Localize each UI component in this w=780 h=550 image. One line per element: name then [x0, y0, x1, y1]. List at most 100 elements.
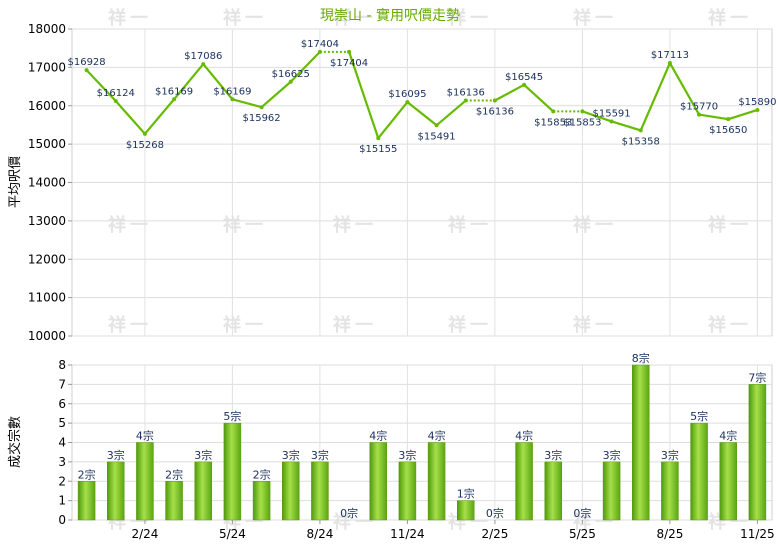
- price-point: [317, 49, 322, 54]
- volume-bar: [136, 442, 154, 521]
- price-data-label: $15491: [417, 131, 455, 142]
- watermark-text: 祥一: [333, 511, 377, 533]
- price-data-label: $15890: [738, 97, 776, 108]
- price-data-label: $15268: [126, 140, 164, 151]
- price-line-segment: [144, 98, 175, 135]
- price-data-label: $15650: [709, 125, 747, 136]
- volume-bar-label: 3宗: [194, 448, 212, 462]
- price-point: [376, 136, 381, 141]
- price-data-label: $16928: [67, 57, 105, 68]
- volume-bar: [252, 481, 271, 521]
- price-line-segment: [348, 51, 380, 139]
- volume-bar: [223, 422, 242, 521]
- volume-bar: [77, 481, 96, 521]
- price-line-segment: [668, 62, 701, 116]
- watermark-text: 祥一: [333, 214, 377, 236]
- x-tick-label: 8/25: [656, 527, 683, 541]
- price-points: [84, 49, 760, 141]
- watermark-text: 祥一: [573, 314, 617, 336]
- volume-bar-label: 0宗: [573, 506, 591, 520]
- x-tick-label: 5/25: [569, 527, 596, 541]
- watermark-text: 祥一: [333, 314, 377, 336]
- price-point: [113, 98, 118, 103]
- price-line-segment: [582, 110, 612, 123]
- volume-bar: [544, 461, 562, 521]
- volume-y-axis-label: 成交宗數: [7, 416, 23, 468]
- volume-y-tick-label: 4: [58, 436, 66, 450]
- price-y-tick-label: 17000: [28, 60, 66, 74]
- price-series-line: [85, 50, 758, 139]
- price-chart: 10000 11000 12000 13000 14000 15000 16000 17000…: [8, 22, 777, 343]
- volume-bar-label: 3宗: [311, 448, 329, 462]
- price-y-tick-label: 13000: [28, 214, 66, 228]
- watermark-text: 祥一: [708, 314, 752, 336]
- price-line-segment: [232, 98, 262, 109]
- price-point: [551, 109, 556, 114]
- volume-y-tick-label: 5: [58, 416, 66, 430]
- volume-bar-label: 4宗: [719, 429, 737, 443]
- chart-title: 現崇山 - 實用呎價走勢: [320, 7, 460, 24]
- x-tick-label: 11/24: [390, 527, 425, 541]
- price-line-segment: [727, 108, 758, 121]
- volume-y-tick-label: 3: [58, 455, 66, 469]
- price-line-segment: [173, 63, 205, 100]
- volume-y-tick-label: 8: [58, 358, 66, 372]
- watermark-text: 祥一: [708, 7, 752, 29]
- price-y-tick-label: 18000: [28, 22, 66, 36]
- price-data-label: $16545: [505, 72, 543, 83]
- volume-bar-labels: 2宗 3宗 4宗 2宗 3宗 5宗 2宗 3宗 3宗 0宗 4宗 3宗 4宗 1宗 0宗 4宗 3宗 0宗 3宗 8宗…: [78, 351, 767, 520]
- volume-bar-label: 4宗: [428, 429, 446, 443]
- price-point: [522, 82, 527, 87]
- watermark-text: 祥一: [108, 7, 152, 29]
- watermark-text: 祥一: [448, 314, 492, 336]
- price-data-label: $15853: [563, 117, 601, 128]
- price-data-label: $17404: [301, 39, 339, 50]
- price-line-segment: [523, 84, 554, 113]
- volume-bar: [515, 442, 533, 521]
- volume-y-tick-label: 0: [58, 513, 66, 527]
- price-y-tick-label: 10000: [28, 329, 66, 343]
- price-point: [230, 97, 235, 102]
- watermark-text: 祥一: [333, 7, 377, 29]
- price-data-label: $15962: [242, 113, 280, 124]
- volume-bar: [719, 442, 737, 521]
- price-data-label: $16169: [213, 86, 251, 97]
- volume-bar: [194, 461, 212, 521]
- price-line-segment: [289, 51, 321, 83]
- volume-bar: [311, 461, 329, 521]
- price-y-tick-label: 12000: [28, 252, 66, 266]
- price-line-segment: [698, 113, 729, 121]
- volume-y-tick-label: 7: [58, 377, 66, 391]
- price-point: [259, 105, 264, 110]
- volume-bar-label: 0宗: [340, 506, 358, 520]
- price-point: [638, 128, 643, 133]
- price-y-axis-label: 平均呎價: [8, 156, 23, 208]
- price-line-segment: [202, 63, 234, 100]
- volume-bar-label: 2宗: [253, 467, 271, 481]
- volume-bar-label: 3宗: [398, 448, 416, 462]
- x-tick-label: 11/25: [740, 527, 775, 541]
- price-data-label: $16095: [388, 89, 426, 100]
- price-point: [463, 98, 468, 103]
- price-point: [755, 107, 760, 112]
- volume-bar: [748, 384, 767, 521]
- volume-bar: [690, 422, 708, 521]
- price-point: [697, 112, 702, 117]
- price-line-segment: [377, 101, 409, 139]
- x-tick-label: 2/25: [481, 527, 508, 541]
- volume-bar-label: 2宗: [165, 467, 183, 481]
- watermark-text: 祥一: [708, 214, 752, 236]
- volume-y-ticks: 0 1 2 3 4 5 6 7 8: [58, 358, 72, 527]
- price-line-segment: [406, 101, 438, 127]
- price-point: [347, 49, 352, 54]
- price-point: [201, 62, 206, 67]
- volume-bar: [661, 461, 679, 521]
- price-point: [405, 100, 410, 105]
- price-point: [609, 119, 614, 124]
- volume-bar-label: 5宗: [223, 409, 241, 423]
- volume-bar: [398, 461, 417, 521]
- volume-bar: [369, 442, 387, 521]
- volume-bar-label: 8宗: [632, 351, 650, 365]
- price-y-ticks: 10000 11000 12000 13000 14000 15000 16000 17000…: [28, 22, 72, 343]
